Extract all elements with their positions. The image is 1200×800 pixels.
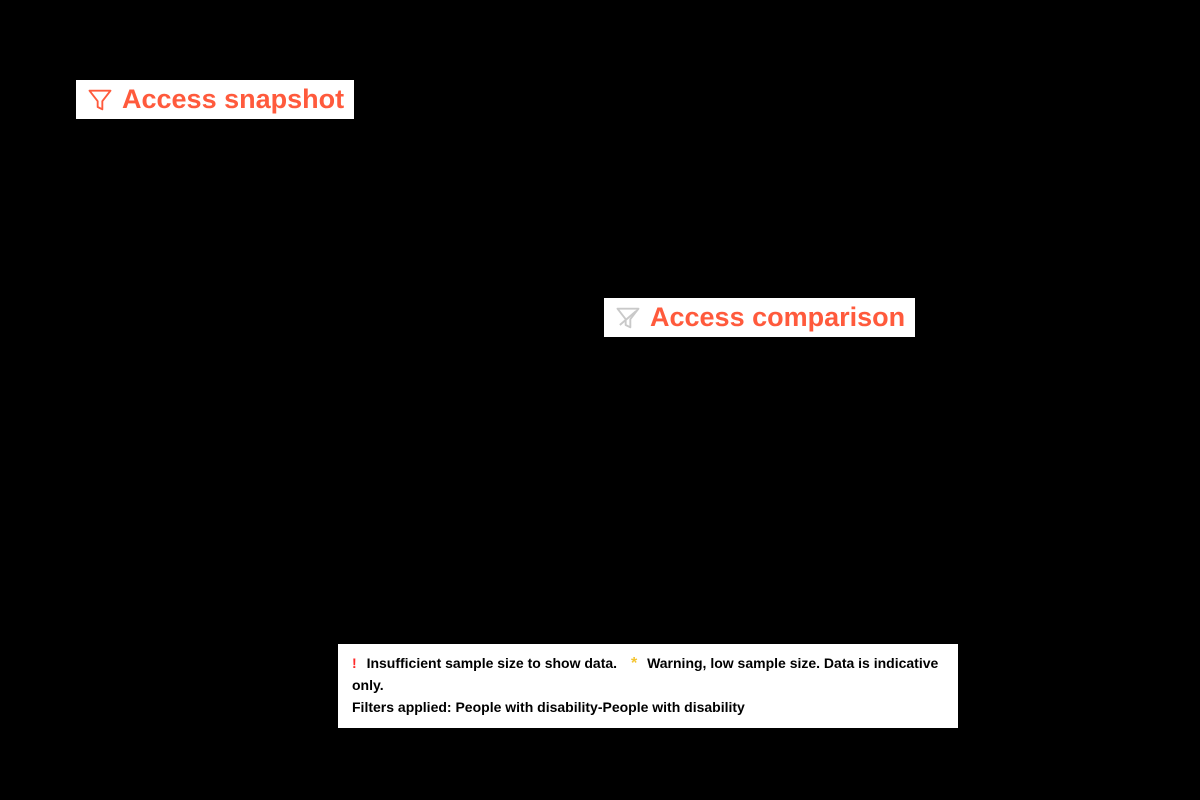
legend-line-1: ! Insufficient sample size to show data.… [352, 652, 944, 695]
funnel-icon [614, 304, 642, 332]
filters-label: Filters applied: [352, 699, 452, 715]
access-comparison-label: Access comparison [650, 302, 905, 333]
filters-line: Filters applied: People with disability-… [352, 697, 944, 717]
filters-value: People with disability-People with disab… [455, 699, 744, 715]
decorative-dot [400, 626, 414, 640]
access-snapshot-card[interactable]: Access snapshot [76, 80, 354, 119]
access-comparison-card[interactable]: Access comparison [604, 298, 915, 337]
insufficient-text: Insufficient sample size to show data. [367, 655, 618, 671]
legend-card: ! Insufficient sample size to show data.… [338, 644, 958, 728]
funnel-icon [86, 86, 114, 114]
access-snapshot-label: Access snapshot [122, 84, 344, 115]
asterisk-icon: * [631, 655, 637, 672]
warning-icon: ! [352, 655, 357, 671]
